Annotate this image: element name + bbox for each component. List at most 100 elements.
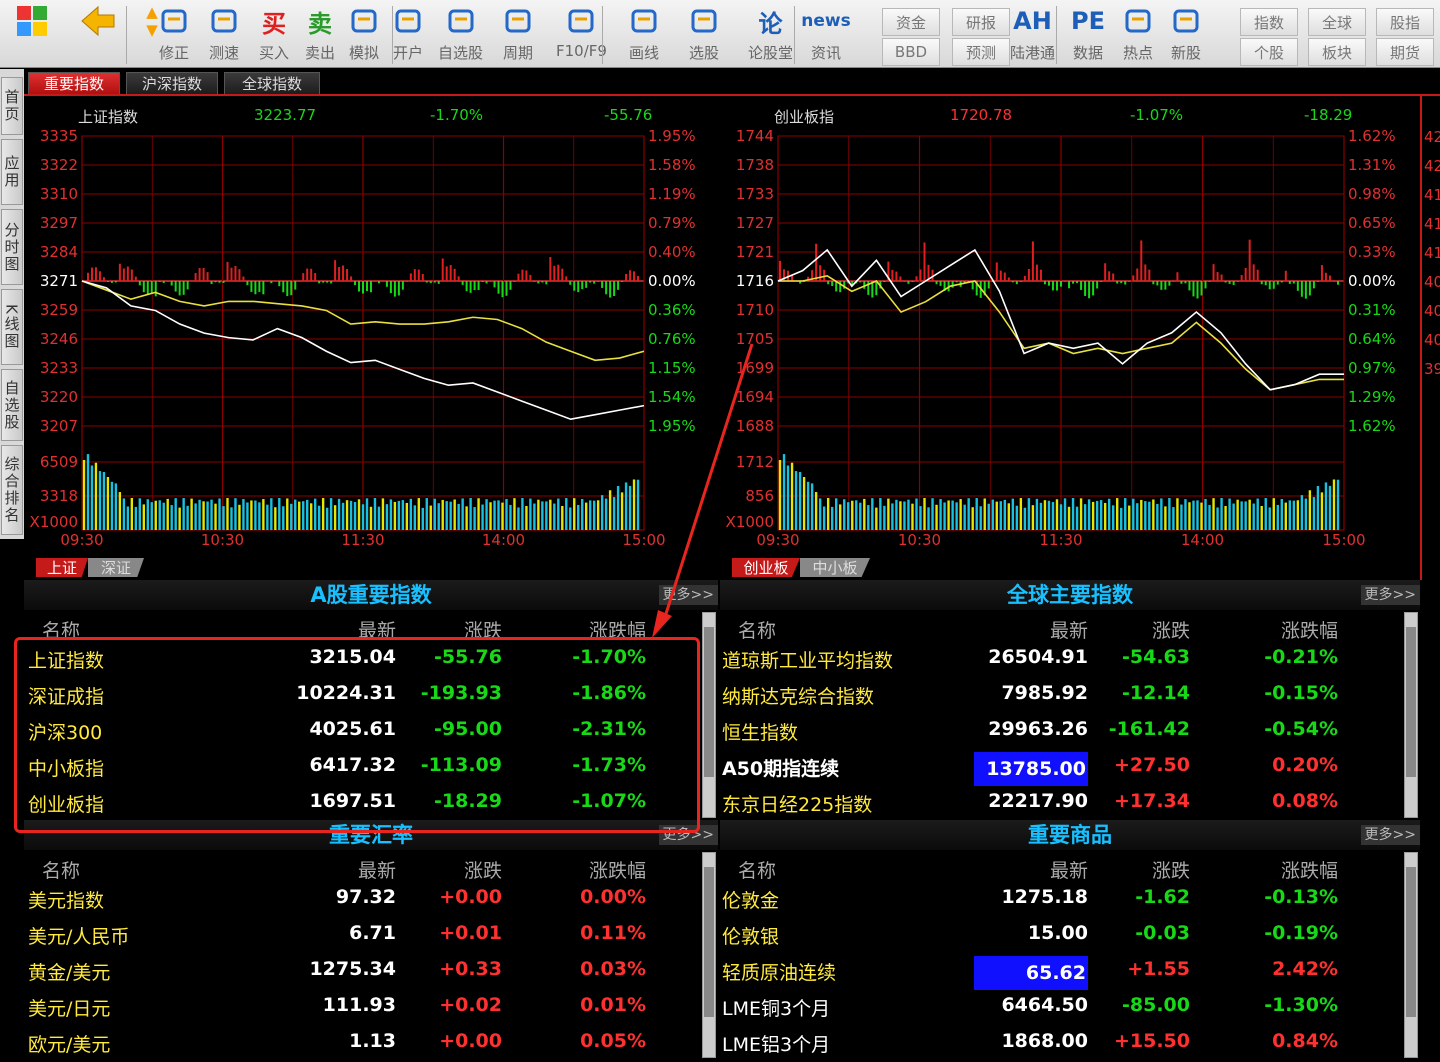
table-row[interactable]: 美元指数 97.32 +0.00 0.00% <box>24 886 698 920</box>
up-down-button[interactable]: ▲ ▼ <box>134 3 170 66</box>
column-header[interactable]: 涨跌 <box>1151 620 1190 642</box>
index-button[interactable]: 指数 <box>1240 8 1298 36</box>
table-row[interactable]: 欧元/美元 1.13 +0.00 0.05% <box>24 1030 698 1062</box>
tab-global-indices[interactable]: 全球指数 <box>224 72 320 94</box>
vertical-scrollbar[interactable] <box>702 852 716 1058</box>
row-change: +0.00 <box>439 1030 502 1052</box>
stock-index-button[interactable]: 股指 <box>1376 8 1434 36</box>
column-header[interactable]: 名称 <box>738 620 777 642</box>
column-header[interactable]: 涨跌 <box>463 620 502 642</box>
column-header[interactable]: 涨跌幅 <box>1280 620 1338 642</box>
home-logo-button[interactable] <box>14 4 50 66</box>
refresh-icon <box>156 4 192 38</box>
news-button[interactable]: news 资讯 <box>801 4 850 66</box>
table-row[interactable]: 美元/日元 111.93 +0.02 0.01% <box>24 994 698 1028</box>
refresh-button[interactable]: 修正 <box>156 4 192 66</box>
tab-ranking[interactable]: 综合排名 <box>1 445 23 535</box>
column-header[interactable]: 名称 <box>42 860 81 882</box>
back-button[interactable] <box>80 4 116 66</box>
futures-button[interactable]: 期货 <box>1376 38 1434 66</box>
table-row[interactable]: A50期指连续 13785.00 +27.50 0.20% <box>720 752 1400 788</box>
table-row[interactable]: 美元/人民币 6.71 +0.01 0.11% <box>24 922 698 956</box>
global-button[interactable]: 全球 <box>1308 8 1366 36</box>
main-toolbar: ▲ ▼ 修正 测速买买入卖卖出 模拟 开户 自选股 周期 F10/F9 画线 选股论论股堂 news… <box>0 0 1440 68</box>
tab-watchlist[interactable]: 自选股 <box>1 369 23 441</box>
column-header[interactable]: 最新 <box>1049 860 1088 882</box>
sell-button[interactable]: 卖卖出 <box>302 4 338 66</box>
subtab-shenzhen[interactable]: 深证 <box>88 558 144 577</box>
chart-change: -18.29 <box>1304 106 1353 124</box>
column-header[interactable]: 名称 <box>42 620 81 642</box>
table-row[interactable]: 沪深300 4025.61 -95.00 -2.31% <box>24 718 698 752</box>
clock-button[interactable]: 测速 <box>206 4 242 66</box>
scroll-thumb[interactable] <box>704 867 714 1017</box>
column-header[interactable]: 涨跌幅 <box>588 860 646 882</box>
sector-button[interactable]: 板块 <box>1308 38 1366 66</box>
highlight-annotation-box <box>14 637 700 833</box>
vertical-scrollbar[interactable] <box>702 612 716 818</box>
table-row[interactable]: 创业板指 1697.51 -18.29 -1.07% <box>24 790 698 824</box>
research-button[interactable]: 研报 <box>952 8 1010 36</box>
table-row[interactable]: 伦敦银 15.00 -0.03 -0.19% <box>720 922 1400 956</box>
buy-button[interactable]: 买买入 <box>256 4 292 66</box>
pen-button[interactable]: 画线 <box>626 4 662 66</box>
table-row[interactable]: 深证成指 10224.31 -193.93 -1.86% <box>24 682 698 716</box>
column-header[interactable]: 最新 <box>357 620 396 642</box>
stock-button[interactable]: 个股 <box>1240 38 1298 66</box>
table-row[interactable]: 中小板指 6417.32 -113.09 -1.73% <box>24 754 698 788</box>
vertical-scrollbar[interactable] <box>1404 612 1418 818</box>
capital-button[interactable]: 资金 <box>882 8 940 36</box>
more-link[interactable]: 更多>> <box>1360 585 1420 605</box>
more-link[interactable]: 更多>> <box>658 585 718 605</box>
column-header[interactable]: 名称 <box>738 860 777 882</box>
table-row[interactable]: 纳斯达克综合指数 7985.92 -12.14 -0.15% <box>720 682 1400 716</box>
gavel-button[interactable]: 模拟 <box>346 4 382 66</box>
favorite-button[interactable]: 自选股 <box>438 4 483 66</box>
ah-button[interactable]: AH 陆港通 <box>1010 4 1055 66</box>
table-row[interactable]: 恒生指数 29963.26 -161.42 -0.54% <box>720 718 1400 752</box>
more-link[interactable]: 更多>> <box>1360 825 1420 845</box>
column-header[interactable]: 最新 <box>357 860 396 882</box>
column-header[interactable]: 最新 <box>1049 620 1088 642</box>
scroll-thumb[interactable] <box>1406 867 1416 1017</box>
f10-button[interactable]: F10/F9 <box>556 4 607 66</box>
column-header[interactable]: 涨跌幅 <box>588 620 646 642</box>
table-row[interactable]: 伦敦金 1275.18 -1.62 -0.13% <box>720 886 1400 920</box>
bbd-button[interactable]: BBD <box>882 38 940 66</box>
tab-apps[interactable]: 应用 <box>1 139 23 205</box>
period-button[interactable]: 周期 <box>500 4 536 66</box>
scroll-thumb[interactable] <box>704 627 714 777</box>
pe-button[interactable]: PE 数据 <box>1070 4 1106 66</box>
hot-button[interactable]: 热点 <box>1120 4 1156 66</box>
vertical-scrollbar[interactable] <box>1404 852 1418 1058</box>
stock-picker-button[interactable]: 选股 <box>686 4 722 66</box>
tab-key-indices[interactable]: 重要指数 <box>28 72 120 94</box>
subtab-sme[interactable]: 中小板 <box>800 558 870 577</box>
tab-kline[interactable]: K线图 <box>1 289 23 365</box>
tab-intraday[interactable]: 分时图 <box>1 209 23 285</box>
row-pct: -0.13% <box>1264 886 1338 908</box>
tab-hs-indices[interactable]: 沪深指数 <box>126 72 218 94</box>
tab-home[interactable]: 首页 <box>1 77 23 135</box>
subtab-shanghai[interactable]: 上证 <box>36 558 88 577</box>
column-header[interactable]: 涨跌 <box>1151 860 1190 882</box>
subtab-chinext[interactable]: 创业板 <box>732 558 800 577</box>
forecast-button[interactable]: 预测 <box>952 38 1010 66</box>
row-last: 6.71 <box>349 922 396 944</box>
column-header[interactable]: 涨跌 <box>463 860 502 882</box>
table-row[interactable]: 黄金/美元 1275.34 +0.33 0.03% <box>24 958 698 992</box>
row-name: 轻质原油连续 <box>722 962 837 984</box>
table-row[interactable]: 轻质原油连续 65.62 +1.55 2.42% <box>720 956 1400 992</box>
x-tick-label: 14:00 <box>482 531 525 549</box>
table-row[interactable]: LME铝3个月 1868.00 +15.50 0.84% <box>720 1030 1400 1062</box>
table-row[interactable]: 东京日经225指数 22217.90 +17.34 0.08% <box>720 790 1400 824</box>
table-row[interactable]: LME铜3个月 6464.50 -85.00 -1.30% <box>720 994 1400 1028</box>
forum-button[interactable]: 论论股堂 <box>748 4 793 66</box>
table-row[interactable]: 上证指数 3215.04 -55.76 -1.70% <box>24 646 698 680</box>
table-row[interactable]: 道琼斯工业平均指数 26504.91 -54.63 -0.21% <box>720 646 1400 680</box>
lock-button[interactable]: 开户 <box>390 4 426 66</box>
scroll-thumb[interactable] <box>1406 627 1416 777</box>
column-header[interactable]: 涨跌幅 <box>1280 860 1338 882</box>
pct-tick-label: 1.95% <box>648 417 696 435</box>
new-stock-button[interactable]: 新股 <box>1168 4 1204 66</box>
